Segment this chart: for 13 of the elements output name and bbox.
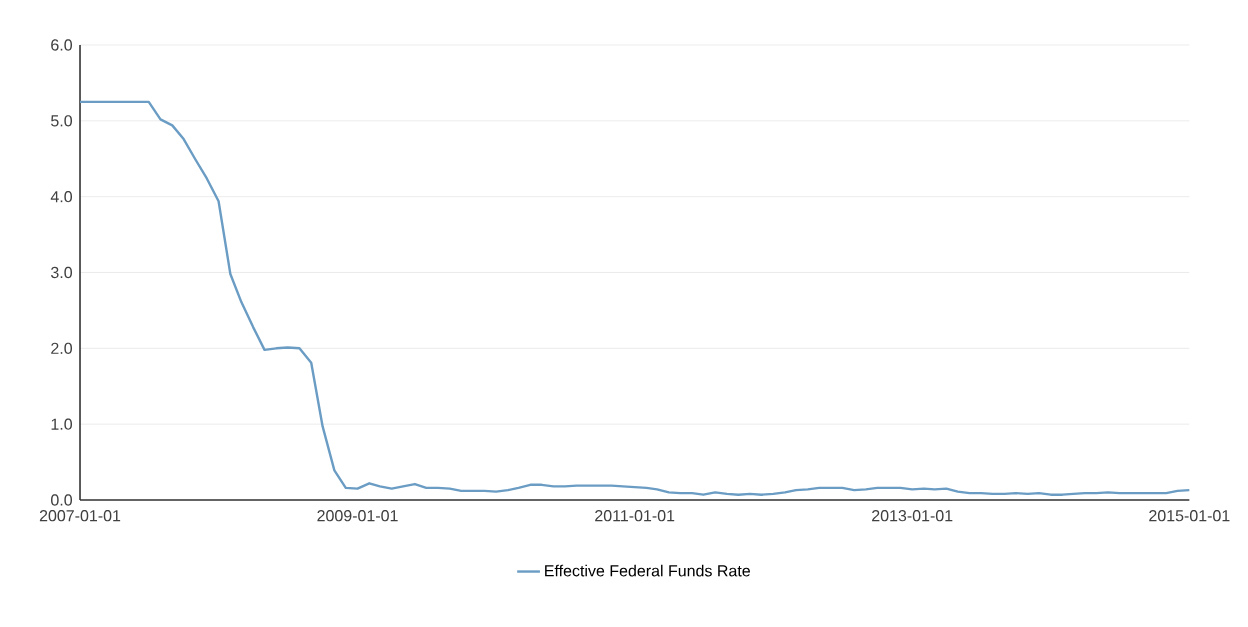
x-tick-label: 2013-01-01 [872, 510, 953, 522]
y-tick-label: 5.0 [51, 115, 73, 127]
y-tick-label: 4.0 [50, 191, 73, 203]
x-tick-label: 2015-01-01 [1149, 510, 1230, 522]
y-tick-label: 1.0 [51, 418, 73, 430]
x-tick-label: 2011-01-01 [595, 510, 675, 522]
y-tick-label: 0.0 [51, 494, 73, 506]
x-tick-label: 2009-01-01 [317, 510, 398, 522]
x-tick-label: 2007-01-01 [39, 510, 121, 522]
legend-label: Effective Federal Funds Rate [545, 564, 750, 577]
y-tick-label: 3.0 [51, 266, 73, 279]
y-tick-label: 6.0 [51, 39, 73, 51]
y-tick-label: 2.0 [51, 342, 73, 354]
